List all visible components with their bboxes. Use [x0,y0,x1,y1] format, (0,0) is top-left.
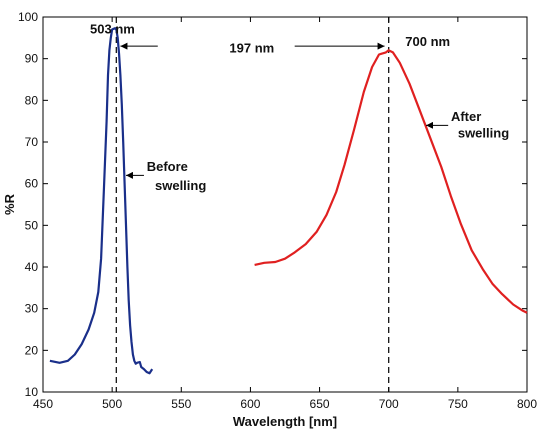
y-axis-label: %R [2,193,17,215]
series-after-swelling [254,49,528,314]
annotations: 503 nm 700 nm 197 nm Before swelling After swe… [90,22,509,193]
y-tick-label: 70 [25,135,39,149]
y-tick-label: 30 [25,302,39,316]
y-tick-label: 100 [18,10,38,24]
series-group [49,27,528,375]
y-tick-label: 10 [25,385,39,399]
y-tick-label: 20 [25,343,39,357]
x-tick-label: 550 [171,397,191,411]
x-axis-label: Wavelength [nm] [233,414,337,429]
annotation-label: 197 nm [229,40,274,55]
annotation-label: swelling [458,126,509,141]
annotation-label: Before [147,159,188,174]
x-tick-label: 500 [102,397,122,411]
x-tick-label: 650 [310,397,330,411]
y-tick-label: 50 [25,218,39,232]
y-tick-label: 60 [25,177,39,191]
y-ticks: 10 20 30 40 50 60 70 80 90 100 [18,10,527,399]
x-tick-label: 750 [448,397,468,411]
reference-lines [115,17,390,392]
y-tick-label: 40 [25,260,39,274]
annotation-label: swelling [155,178,206,193]
x-tick-label: 700 [379,397,399,411]
x-ticks: 450 500 550 600 650 700 750 800 [33,17,537,411]
x-tick-label: 600 [240,397,260,411]
annotation-label: After [451,109,481,124]
plot-frame [42,16,528,393]
y-tick-label: 80 [25,93,39,107]
x-tick-label: 450 [33,397,53,411]
x-tick-label: 800 [517,397,537,411]
y-tick-label: 90 [25,52,39,66]
annotation-arrows [120,42,449,179]
series-before-swelling [49,27,154,375]
annotation-label: 503 nm [90,22,135,37]
annotation-label: 700 nm [405,34,450,49]
